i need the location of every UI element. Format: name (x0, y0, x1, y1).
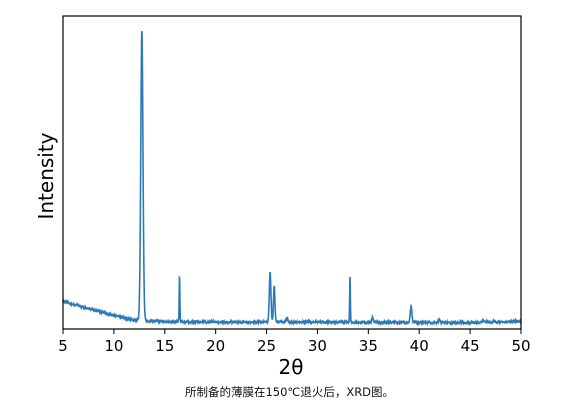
x-tick-label: 40 (410, 337, 429, 355)
figure-caption: 所制备的薄膜在150℃退火后，XRD图。 (184, 385, 395, 399)
x-axis-ticks: 5 10 15 20 25 30 35 40 45 50 (58, 329, 531, 355)
x-tick-label: 5 (58, 337, 68, 355)
x-tick-label: 35 (359, 337, 378, 355)
x-tick-label: 45 (461, 337, 480, 355)
x-axis-label: 2θ (279, 355, 304, 379)
y-axis-label: Intensity (34, 132, 58, 219)
xrd-chart: 5 10 15 20 25 30 35 40 45 50 2θ Intensity (34, 15, 531, 379)
xrd-series-line (62, 31, 522, 327)
x-tick-label: 30 (308, 337, 327, 355)
x-tick-label: 15 (155, 337, 174, 355)
x-tick-label: 20 (206, 337, 225, 355)
x-tick-label: 10 (104, 337, 123, 355)
x-tick-label: 50 (511, 337, 530, 355)
plot-frame (62, 15, 522, 330)
x-tick-label: 25 (257, 337, 276, 355)
plot-area (62, 15, 522, 330)
